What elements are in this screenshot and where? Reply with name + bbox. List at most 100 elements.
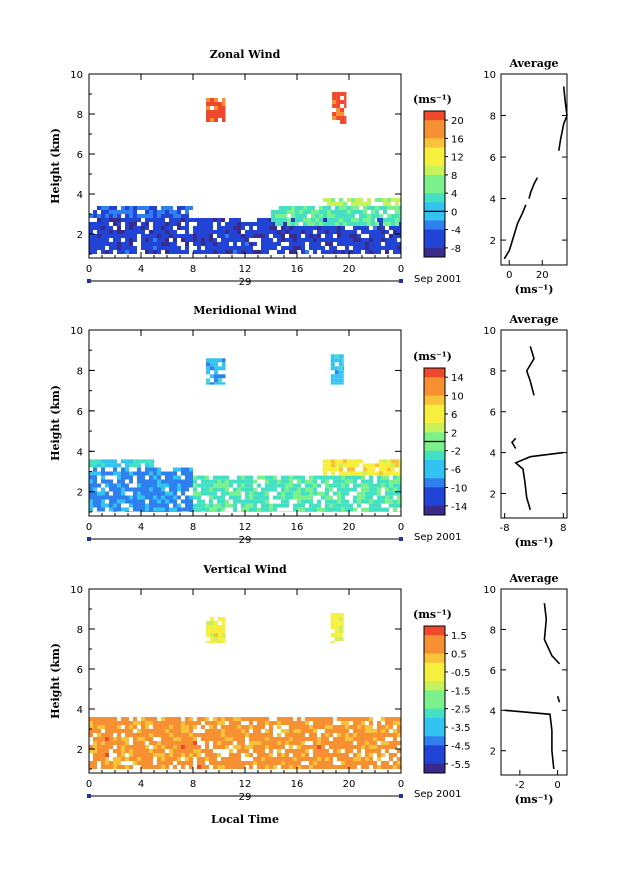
heatmap-cell xyxy=(141,471,145,476)
heatmap-cell xyxy=(385,741,389,745)
heatmap-cell xyxy=(297,765,301,769)
heatmap-cell xyxy=(241,745,245,749)
heatmap-cell xyxy=(341,765,345,769)
heatmap-cell xyxy=(345,753,349,757)
heatmap-cell xyxy=(153,475,157,480)
heatmap-cell xyxy=(185,242,189,246)
heatmap-cell xyxy=(89,499,93,504)
heatmap-cell xyxy=(351,206,355,210)
heatmap-cell xyxy=(214,102,218,106)
heatmap-cell xyxy=(321,475,325,480)
heatmap-cell xyxy=(105,729,109,733)
heatmap-cell xyxy=(161,741,165,745)
average-y-tick-label: 10 xyxy=(483,326,496,337)
heatmap-cell xyxy=(129,757,133,761)
heatmap-cell xyxy=(105,210,109,214)
heatmap-cell xyxy=(369,729,373,733)
heatmap-cell xyxy=(293,733,297,737)
heatmap-cell xyxy=(214,98,218,102)
heatmap-cell xyxy=(385,487,389,492)
heatmap-cell xyxy=(125,745,129,749)
heatmap-cell xyxy=(321,495,325,500)
heatmap-cell xyxy=(218,378,222,383)
heatmap-cell xyxy=(169,717,173,721)
heatmap-cell xyxy=(261,721,265,725)
average-y-tick-label: 4 xyxy=(490,449,496,460)
heatmap-cell xyxy=(145,483,149,488)
heatmap-cell xyxy=(169,511,173,512)
heatmap-cell xyxy=(133,250,137,254)
x-tick-label: 0 xyxy=(398,779,404,790)
heatmap-cell xyxy=(289,250,293,254)
heatmap-cell xyxy=(397,483,401,488)
heatmap-cell xyxy=(177,503,181,508)
colorbar-swatch xyxy=(424,238,445,249)
heatmap-cell xyxy=(193,733,197,737)
heatmap-cell xyxy=(177,733,181,737)
heatmap-cell xyxy=(323,222,327,226)
heatmap-cell xyxy=(165,725,169,729)
heatmap-cell xyxy=(373,487,377,492)
heatmap-cell xyxy=(205,487,209,492)
heatmap-cell xyxy=(161,717,165,721)
heatmap-cell xyxy=(149,214,153,218)
heatmap-cell xyxy=(206,358,210,363)
heatmap-cell xyxy=(165,741,169,745)
heatmap-cell xyxy=(209,487,213,492)
heatmap-cell xyxy=(333,753,337,757)
heatmap-cell xyxy=(213,487,217,492)
heatmap-cell xyxy=(357,503,361,508)
heatmap-cell xyxy=(97,733,101,737)
heatmap-cell xyxy=(197,507,201,512)
heatmap-cell xyxy=(241,741,245,745)
heatmap-cell xyxy=(221,230,225,234)
heatmap-cell xyxy=(133,761,137,765)
heatmap-cell xyxy=(129,745,133,749)
heatmap-cell xyxy=(321,721,325,725)
heatmap-cell xyxy=(129,230,133,234)
colorbar-swatch xyxy=(424,404,445,415)
heatmap-cell xyxy=(389,757,393,761)
heatmap-cell xyxy=(214,366,218,371)
heatmap-cell xyxy=(309,242,313,246)
heatmap-cell xyxy=(330,378,335,383)
heatmap-cell xyxy=(145,725,149,729)
heatmap-cell xyxy=(213,495,217,500)
heatmap-cell xyxy=(297,487,301,492)
heatmap-cell xyxy=(205,765,209,769)
heatmap-cell xyxy=(265,503,269,508)
heatmap-cell xyxy=(89,717,93,721)
heatmap-cell xyxy=(189,737,193,741)
heatmap-cell xyxy=(334,629,339,633)
heatmap-cell xyxy=(275,218,279,222)
heatmap-cell xyxy=(101,250,105,254)
heatmap-cell xyxy=(141,238,145,242)
heatmap-cell xyxy=(261,238,265,242)
heatmap-cell xyxy=(395,459,399,464)
heatmap-cell xyxy=(109,463,113,468)
heatmap-cell xyxy=(277,737,281,741)
heatmap-cell xyxy=(117,487,121,492)
heatmap-cell xyxy=(393,507,397,512)
heatmap-cell xyxy=(347,222,351,226)
heatmap-cell xyxy=(332,104,337,108)
heatmap-cell xyxy=(367,218,371,222)
heatmap-cell xyxy=(287,218,291,222)
heatmap-cell xyxy=(257,717,261,721)
heatmap-cell xyxy=(381,717,385,721)
heatmap-cell xyxy=(177,250,181,254)
heatmap-cell xyxy=(345,737,349,741)
heatmap-cell xyxy=(93,741,97,745)
heatmap-cell xyxy=(301,475,305,480)
heatmap-cell xyxy=(249,226,253,230)
heatmap-cell xyxy=(355,206,359,210)
heatmap-cell xyxy=(301,487,305,492)
heatmap-cell xyxy=(185,210,189,214)
heatmap-cell xyxy=(285,757,289,761)
heatmap-cell xyxy=(213,761,217,765)
heatmap-cell xyxy=(385,507,389,512)
heatmap-cell xyxy=(97,226,101,230)
heatmap-cell xyxy=(365,495,369,500)
heatmap-cell xyxy=(315,210,319,214)
heatmap-cell xyxy=(229,737,233,741)
